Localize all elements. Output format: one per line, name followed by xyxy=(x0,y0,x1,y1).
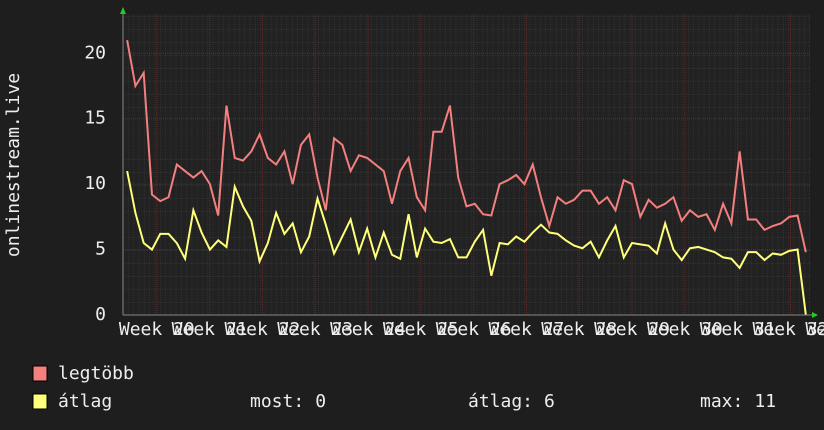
y-arrow xyxy=(120,7,126,14)
minor-grid xyxy=(123,14,810,315)
y-tick-label: 10 xyxy=(84,173,106,194)
x-tick-label: Week 25 xyxy=(383,319,459,340)
series-line xyxy=(126,39,807,253)
x-tick-label: Week 23 xyxy=(277,319,353,340)
x-tick-label: Week 28 xyxy=(541,319,617,340)
y-tick-label: 0 xyxy=(95,304,106,325)
x-tick-label: Week 24 xyxy=(330,319,406,340)
stat-label: most: xyxy=(250,391,304,412)
y-tick-label: 20 xyxy=(84,42,106,63)
stat-label: max: xyxy=(700,391,743,412)
x-tick-label: Week 20 xyxy=(119,319,195,340)
stat-label: átlag: xyxy=(468,391,533,412)
x-arrow xyxy=(812,312,818,318)
x-tick-label: Week 31 xyxy=(700,319,776,340)
x-tick-label: Week 21 xyxy=(172,319,248,340)
stat-value: 11 xyxy=(754,391,776,412)
y-axis-label: onlinestream.live xyxy=(3,73,24,257)
stat-value: 0 xyxy=(315,391,326,412)
legend-swatch xyxy=(32,365,48,382)
x-tick-label: Week 27 xyxy=(489,319,565,340)
x-tick-label: Week 29 xyxy=(594,319,670,340)
y-tick-label: 15 xyxy=(84,108,106,129)
x-tick-label: Week 26 xyxy=(436,319,512,340)
legend-label: legtöbb xyxy=(58,363,134,384)
x-tick-label: Week 22 xyxy=(224,319,300,340)
series-line xyxy=(126,170,807,316)
stat-value: 6 xyxy=(544,391,555,412)
x-tick-label: Week 32 xyxy=(753,319,824,340)
legend-label: átlag xyxy=(58,391,112,412)
x-tick-label: Week 30 xyxy=(647,319,723,340)
y-tick-label: 5 xyxy=(95,239,106,260)
x-tick-label: Week 33 xyxy=(805,319,824,340)
legend-swatch xyxy=(32,393,48,410)
